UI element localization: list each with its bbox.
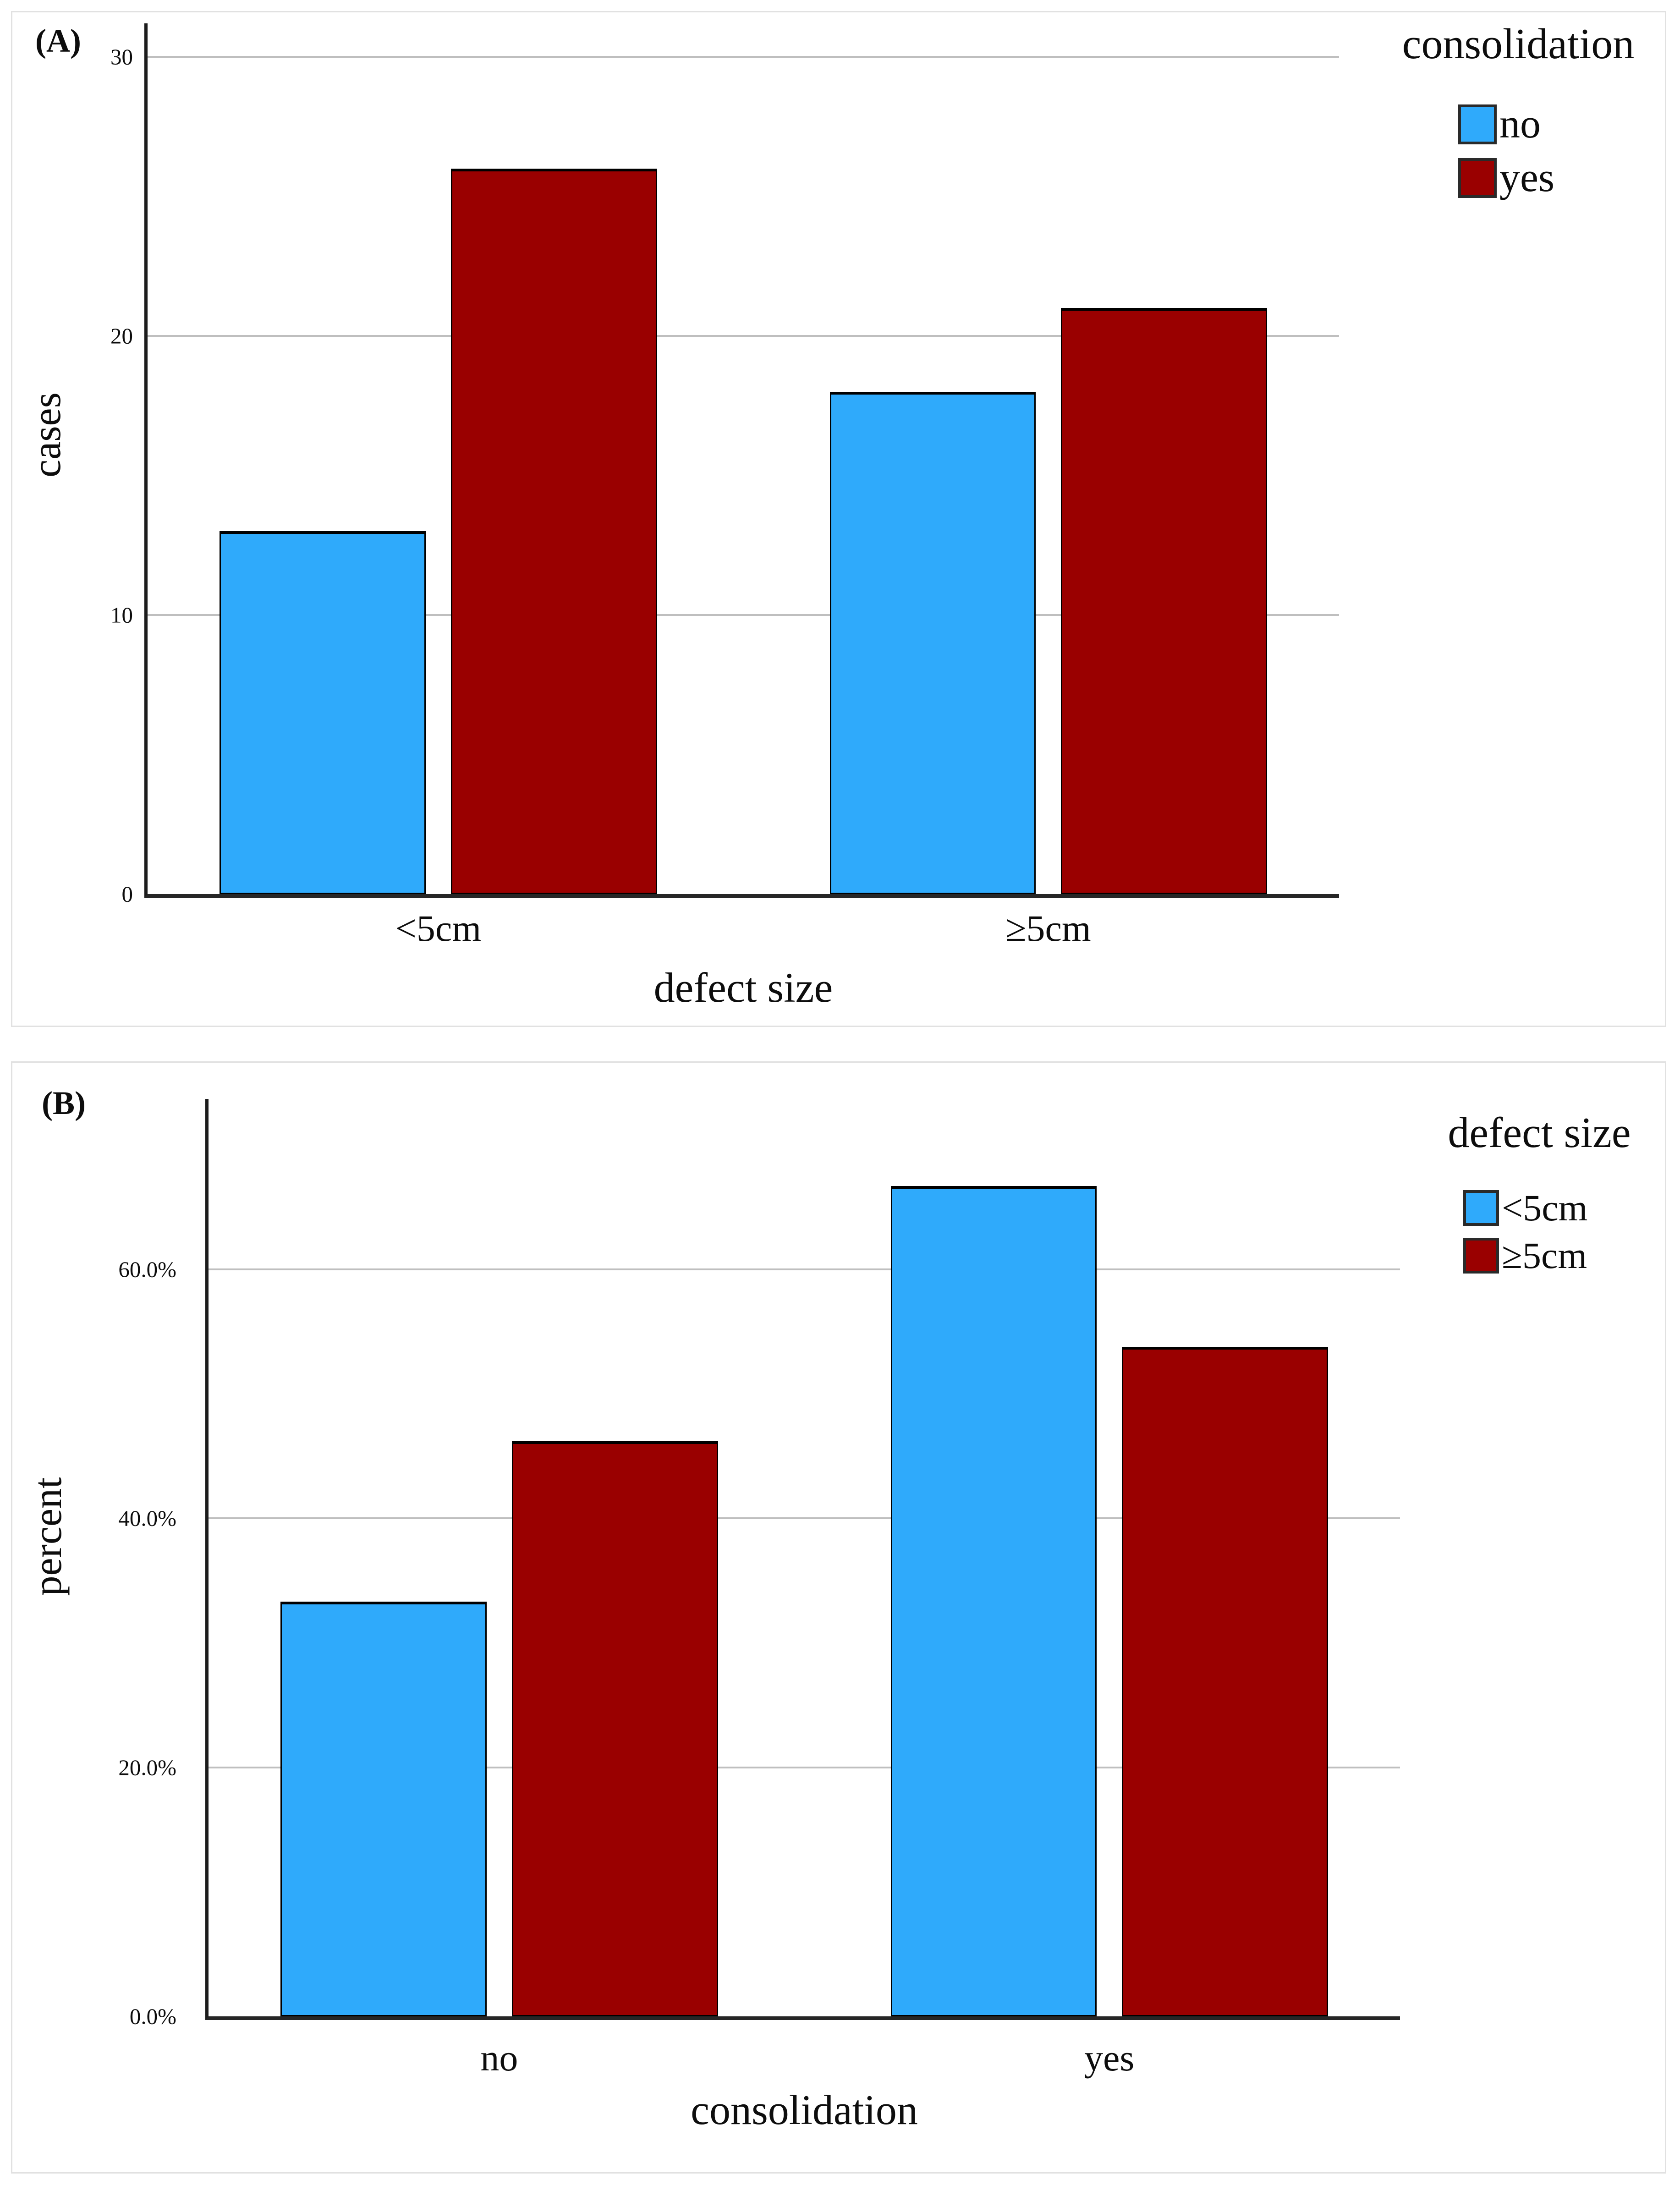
bar-<5cm-yes: [450, 168, 657, 894]
panel-a-letter: (A): [35, 22, 81, 59]
y-gridline: [209, 1268, 1400, 1271]
legend-label: yes: [1499, 155, 1554, 200]
x-category-label: yes: [1084, 2037, 1135, 2079]
panel-b: (B) percent no yes consolidation 0.0% 20.…: [11, 1061, 1666, 2174]
y-axis-title-percent: percent: [26, 1477, 70, 1596]
bar-no-<5cm: [280, 1602, 487, 2016]
y-gridline: [148, 335, 1339, 337]
legend-swatch-dark-red: [1463, 1238, 1499, 1274]
y-gridline: [209, 1517, 1400, 1520]
x-category-label: no: [480, 2037, 518, 2079]
y-tick-label: 20: [110, 323, 133, 349]
y-gridline: [148, 56, 1339, 58]
x-axis-title-consolidation: consolidation: [691, 2086, 918, 2133]
bar-<5cm-no: [220, 531, 426, 894]
plot-area-a: <5cm ≥5cm defect size 0 10 20 30: [110, 23, 1339, 1009]
x-category-label: <5cm: [395, 907, 482, 949]
y-gridline: [148, 614, 1339, 616]
x-category-label: ≥5cm: [1005, 907, 1091, 949]
bar-yes-<5cm: [890, 1186, 1097, 2016]
legend-label: ≥5cm: [1502, 1235, 1587, 1276]
legend-item-lt5cm: <5cm: [1463, 1189, 1587, 1227]
y-tick-label: 0: [121, 881, 133, 907]
legend-title-consolidation: consolidation: [1402, 20, 1635, 68]
legend-title-defect-size: defect size: [1448, 1109, 1631, 1157]
legend-item-yes: yes: [1458, 157, 1554, 198]
bar-yes-≥5cm: [1122, 1346, 1329, 2016]
legend-item-no: no: [1458, 104, 1541, 145]
bar-≥5cm-yes: [1061, 308, 1268, 894]
y-tick-label: 10: [110, 602, 133, 628]
y-gridline: [209, 1766, 1400, 1768]
y-tick-label: 40.0%: [118, 1505, 176, 1531]
plot-area-b: no yes consolidation 0.0% 20.0% 40.0% 60.0%: [118, 1099, 1400, 2131]
bar-≥5cm-no: [829, 391, 1036, 894]
legend-swatch-dark-red: [1458, 158, 1497, 198]
legend-item-ge5cm: ≥5cm: [1463, 1237, 1587, 1274]
bar-no-≥5cm: [511, 1441, 718, 2016]
panel-a: (A) cases <5cm ≥5cm defect size 0 10 20 30 …: [11, 11, 1666, 1027]
legend-swatch-blue: [1463, 1190, 1499, 1226]
x-axis-title-defect-size: defect size: [653, 964, 833, 1011]
y-tick-label: 0.0%: [129, 2004, 176, 2029]
y-axis-title-cases: cases: [25, 392, 69, 478]
y-tick-label: 60.0%: [118, 1257, 176, 1282]
legend-label: <5cm: [1502, 1187, 1588, 1229]
panel-b-letter: (B): [42, 1085, 86, 1121]
y-tick-label: 20.0%: [118, 1755, 176, 1780]
legend-label: no: [1499, 101, 1541, 147]
y-tick-label: 30: [110, 44, 133, 70]
legend-swatch-blue: [1458, 104, 1497, 144]
